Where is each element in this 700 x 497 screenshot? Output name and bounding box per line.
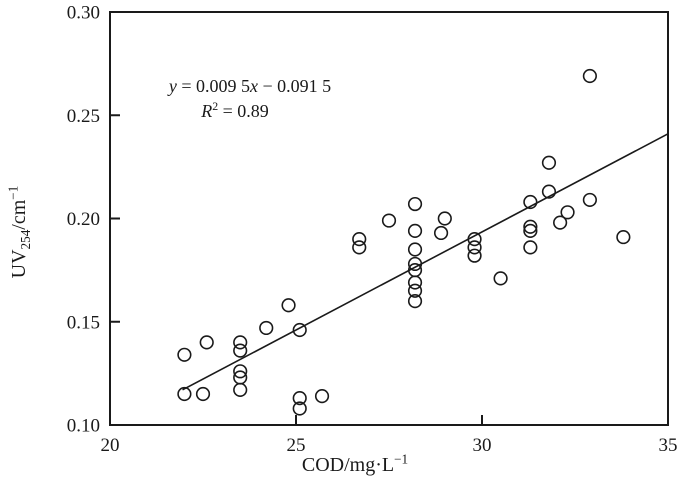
data-point-marker bbox=[292, 391, 307, 406]
data-point-marker bbox=[407, 256, 423, 272]
data-point-marker bbox=[292, 322, 307, 338]
y-axis-label-pre: UV bbox=[8, 249, 30, 279]
data-point-marker bbox=[233, 343, 248, 358]
r-value: = 0.89 bbox=[218, 101, 269, 121]
equation-line: y = 0.009 5x − 0.091 5 bbox=[140, 74, 360, 99]
r-exponent: 2 bbox=[212, 99, 219, 113]
data-point-marker bbox=[233, 382, 248, 397]
data-point-marker bbox=[582, 68, 597, 84]
x-axis-label: COD/mg·L−1 bbox=[230, 451, 480, 477]
data-point-marker bbox=[407, 223, 423, 238]
data-point-marker bbox=[233, 335, 248, 350]
y-tick-label: 0.15 bbox=[67, 312, 100, 333]
data-point-marker bbox=[616, 229, 631, 245]
y-axis-label-sub: 254 bbox=[18, 229, 33, 250]
y-tick-label: 0.20 bbox=[67, 209, 100, 230]
regression-annotation: y = 0.009 5x − 0.091 5 R2 = 0.89 bbox=[140, 74, 360, 124]
data-point-marker bbox=[523, 194, 538, 210]
y-axis-label: UV254/cm−1 bbox=[5, 122, 36, 342]
data-point-marker bbox=[582, 192, 597, 208]
data-point-marker bbox=[437, 211, 452, 226]
y-axis-label-mid: /cm bbox=[8, 199, 30, 230]
equation-mid: = 0.009 5 bbox=[176, 76, 250, 96]
equation-tail: − 0.091 5 bbox=[258, 76, 332, 96]
x-tick-label: 35 bbox=[659, 435, 678, 456]
y-axis-label-sup: −1 bbox=[5, 185, 21, 200]
x-tick-label: 30 bbox=[473, 435, 492, 456]
data-point-marker bbox=[407, 242, 423, 257]
data-point-marker bbox=[541, 184, 557, 199]
x-axis-label-main: COD/mg·L bbox=[301, 454, 395, 476]
r-squared-line: R2 = 0.89 bbox=[140, 99, 330, 124]
r-var: R bbox=[201, 101, 213, 121]
data-point-marker bbox=[523, 240, 538, 255]
data-point-marker bbox=[407, 275, 423, 290]
data-point-marker bbox=[381, 213, 397, 228]
data-point-marker bbox=[553, 215, 568, 230]
y-tick-label: 0.30 bbox=[67, 3, 100, 24]
regression-line bbox=[182, 133, 669, 391]
data-point-marker bbox=[281, 298, 296, 313]
data-point-marker bbox=[467, 248, 482, 263]
data-point-marker bbox=[523, 223, 538, 238]
data-point-marker bbox=[541, 155, 557, 170]
data-point-marker bbox=[352, 240, 367, 255]
data-point-marker bbox=[467, 232, 482, 247]
data-point-marker bbox=[233, 364, 248, 379]
data-point-marker bbox=[177, 386, 192, 402]
data-point-marker bbox=[292, 401, 307, 416]
data-point-marker bbox=[467, 240, 482, 255]
data-point-marker bbox=[433, 225, 449, 241]
x-axis-label-sup: −1 bbox=[394, 451, 409, 467]
data-point-marker bbox=[259, 320, 274, 336]
axes-frame bbox=[109, 11, 669, 426]
data-point-marker bbox=[407, 283, 423, 298]
data-point-marker bbox=[493, 271, 508, 286]
data-point-marker bbox=[314, 388, 330, 404]
data-point-marker bbox=[177, 347, 192, 362]
equation-x-var: x bbox=[250, 76, 258, 96]
x-tick-label: 25 bbox=[287, 435, 306, 456]
data-point-marker bbox=[407, 196, 423, 212]
data-point-marker bbox=[195, 386, 211, 402]
data-point-marker bbox=[352, 232, 367, 247]
x-tick-label: 20 bbox=[101, 435, 120, 456]
y-tick-label: 0.25 bbox=[67, 106, 100, 127]
data-point-marker bbox=[560, 205, 575, 220]
data-point-marker bbox=[523, 219, 538, 234]
data-point-marker bbox=[407, 294, 423, 309]
equation-y-var: y bbox=[168, 76, 177, 96]
y-tick-label: 0.10 bbox=[67, 416, 100, 437]
data-point-marker bbox=[199, 335, 214, 350]
